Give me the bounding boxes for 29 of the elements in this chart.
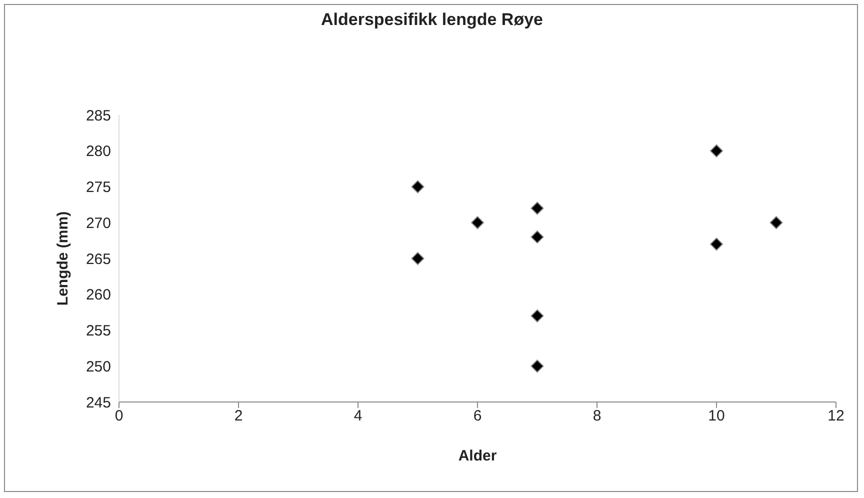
y-tick-label: 245 [86,394,111,412]
x-tick-label: 0 [114,408,124,425]
point [411,180,424,194]
y-tick-label: 270 [86,214,111,232]
point [710,144,723,158]
y-tick-label: 255 [86,322,111,340]
point [770,216,783,230]
y-tick-label: 275 [86,179,111,196]
x-tick-label: 6 [473,408,482,425]
y-axis-title: Lengde (mm) [54,211,72,306]
x-tick-label: 8 [592,408,602,425]
y-tick-label: 250 [86,358,111,376]
y-tick-label: 260 [86,286,111,304]
x-tick-label: 4 [354,408,362,425]
x-tick-label: 12 [828,408,844,425]
y-tick-label: 265 [86,250,111,268]
point [411,252,424,265]
point [530,202,544,215]
x-tick-label: 2 [234,408,243,425]
y-tick-label: 285 [86,107,111,124]
point [530,230,544,244]
point [530,360,544,373]
chart-title: Alderspesifikk lengde Røye [320,10,544,30]
point [530,309,544,322]
x-tick-label: 10 [708,408,725,425]
point [471,216,484,230]
x-axis-title: Alder [458,448,497,465]
y-tick-label: 280 [86,143,111,160]
point [710,238,723,251]
